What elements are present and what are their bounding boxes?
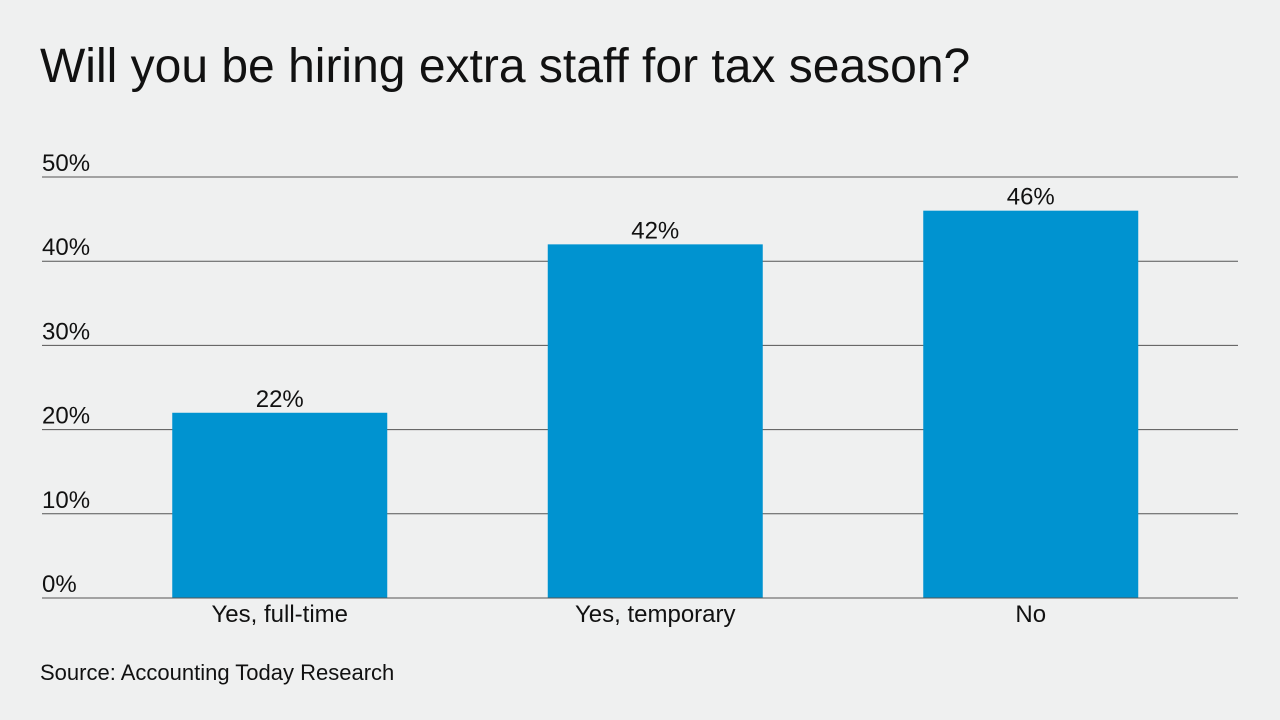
y-tick-label: 10% bbox=[42, 487, 90, 514]
x-tick-label: Yes, full-time bbox=[212, 601, 349, 628]
value-label: 42% bbox=[631, 217, 679, 244]
value-label: 46% bbox=[1007, 184, 1055, 211]
x-tick-label: Yes, temporary bbox=[575, 601, 736, 628]
y-tick-label: 20% bbox=[42, 403, 90, 430]
y-tick-label: 30% bbox=[42, 318, 90, 345]
value-label: 22% bbox=[256, 386, 304, 413]
y-tick-label: 0% bbox=[42, 571, 77, 598]
source: Source: Accounting Today Research bbox=[40, 660, 394, 685]
y-tick-label: 40% bbox=[42, 234, 90, 261]
y-tick-label: 50% bbox=[42, 150, 90, 177]
bar bbox=[923, 210, 1139, 598]
x-tick-label: No bbox=[1015, 601, 1046, 628]
bar bbox=[547, 244, 763, 599]
bar bbox=[172, 412, 388, 598]
chart-title: Will you be hiring extra staff for tax s… bbox=[40, 40, 970, 93]
